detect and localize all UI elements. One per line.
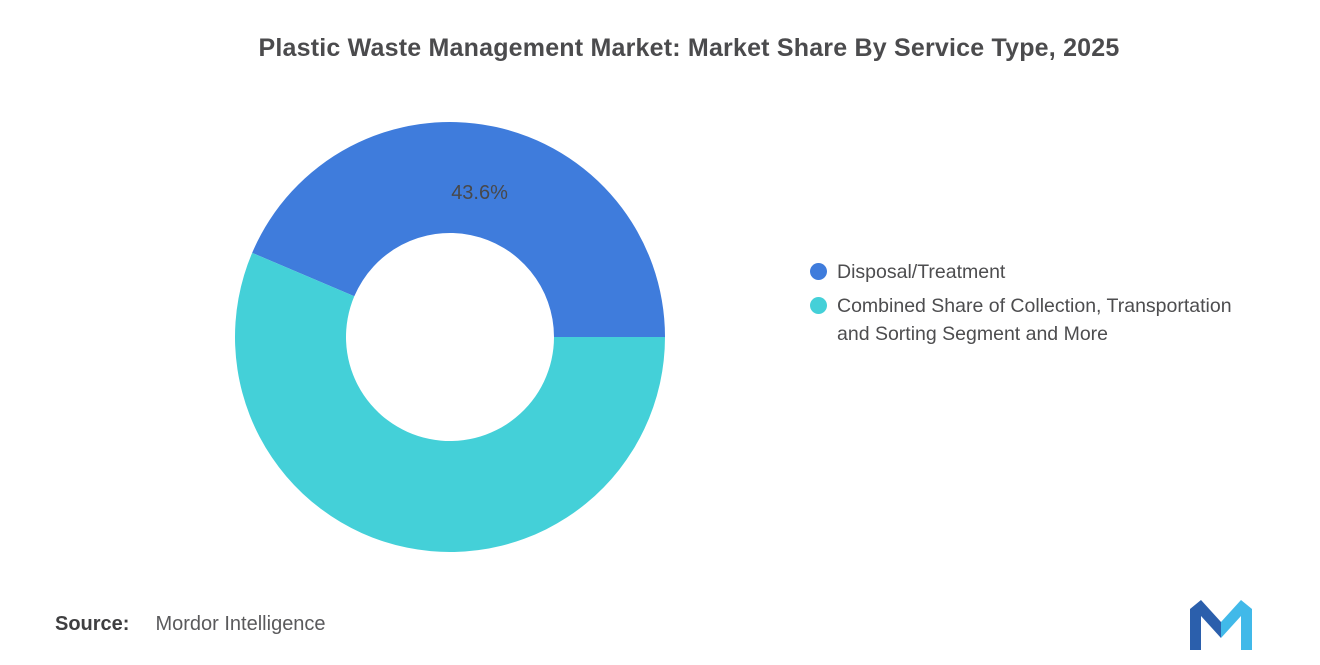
slice-data-label: 43.6% xyxy=(451,182,508,204)
mordor-intelligence-logo xyxy=(1190,600,1252,650)
legend-item: Disposal/Treatment xyxy=(810,258,1250,286)
donut-chart: 43.6% xyxy=(234,121,665,552)
source-value: Mordor Intelligence xyxy=(155,613,326,635)
legend-label: Combined Share of Collection, Transporta… xyxy=(837,295,1232,345)
donut-slice xyxy=(234,252,665,552)
logo-left-diagonal xyxy=(1201,600,1221,638)
legend: Disposal/Treatment Combined Share of Coll… xyxy=(810,258,1250,354)
logo-right-stem xyxy=(1241,600,1252,650)
logo-left-stem xyxy=(1190,600,1201,650)
logo-right-diagonal xyxy=(1221,600,1241,638)
chart-title: Plastic Waste Management Market: Market … xyxy=(258,34,1120,62)
legend-item: Combined Share of Collection, Transporta… xyxy=(810,292,1250,348)
legend-label: Disposal/Treatment xyxy=(837,261,1006,283)
source-label: Source: xyxy=(55,613,130,635)
source-row: Source: Mordor Intelligence xyxy=(55,613,326,636)
legend-dot xyxy=(810,297,827,314)
legend-dot xyxy=(810,263,827,280)
donut-slice xyxy=(252,121,665,337)
